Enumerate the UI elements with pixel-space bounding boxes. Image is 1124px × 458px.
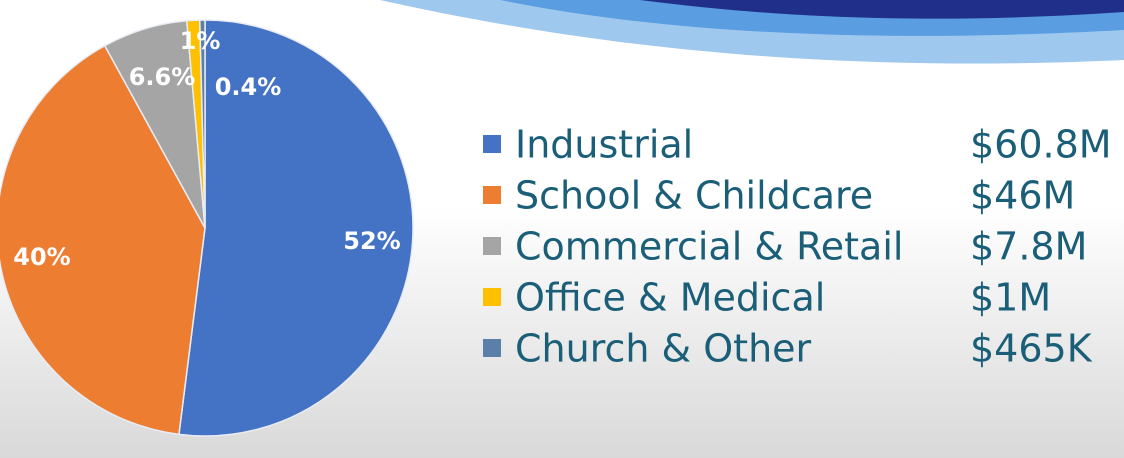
legend-label: School & Childcare	[515, 174, 873, 218]
data-label: 40%	[13, 243, 70, 271]
legend-swatch	[483, 186, 501, 204]
data-label: 52%	[343, 227, 400, 255]
swoosh-dark	[640, 0, 1124, 19]
legend-amount: $60.8M	[970, 123, 1112, 167]
legend-swatch	[483, 135, 501, 153]
legend-amount: $7.8M	[970, 225, 1087, 269]
pie-slice	[199, 19, 206, 229]
legend-label: Church & Other	[515, 327, 812, 371]
legend-amount: $1M	[970, 276, 1051, 320]
legend-label: Commercial & Retail	[515, 225, 903, 269]
legend-swatch	[483, 237, 501, 255]
legend: Industrial $60.8M School & Childcare $46M Co…	[483, 123, 1112, 371]
data-label: 1%	[180, 27, 221, 55]
legend-amount: $465K	[970, 327, 1093, 371]
legend-swatch	[483, 288, 501, 306]
data-label: 6.6%	[129, 63, 196, 91]
legend-swatch	[483, 339, 501, 357]
pie-slice	[0, 44, 206, 436]
pie: 52% 40% 6.6% 1% 0.4%	[0, 19, 414, 437]
pie-slice	[178, 19, 414, 437]
data-label: 0.4%	[215, 73, 282, 101]
legend-label: Industrial	[515, 123, 693, 167]
legend-label: Office & Medical	[515, 276, 825, 320]
legend-amount: $46M	[970, 174, 1075, 218]
